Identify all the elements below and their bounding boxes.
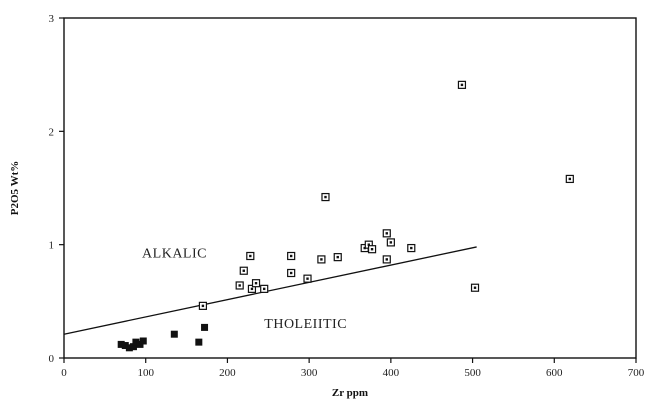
data-point-open-square <box>246 251 255 261</box>
data-point-open-square <box>235 281 244 290</box>
data-point-filled-square <box>132 338 140 346</box>
data-point-open-square <box>367 245 377 254</box>
data-point-open-square <box>407 243 416 253</box>
data-point-open-square <box>260 284 269 293</box>
data-point-filled-square <box>125 344 133 352</box>
y-tick-label: 0 <box>49 353 55 365</box>
region-label-tholeiitic: THOLEIITIC <box>264 317 347 332</box>
data-point-open-square <box>317 255 326 264</box>
data-point-filled-square <box>201 323 209 331</box>
alkalic-tholeiitic-divider-line <box>63 246 477 335</box>
data-point-filled-square <box>170 330 178 338</box>
data-point-open-square <box>457 80 467 89</box>
x-tick-label: 700 <box>628 367 645 379</box>
region-label-alkalic: ALKALIC <box>142 247 207 262</box>
data-point-open-square <box>333 253 342 262</box>
tick-labels: 0 100 200 300 400 500 600 700 0 1 2 3 <box>49 13 645 379</box>
data-point-open-square <box>470 283 480 292</box>
data-point-open-square <box>382 229 391 238</box>
x-tick-label: 100 <box>137 367 154 379</box>
data-point-open-square <box>303 274 312 283</box>
data-point-filled-square <box>129 343 137 351</box>
y-tick-label: 3 <box>49 13 55 25</box>
data-point-open-square <box>386 238 395 247</box>
data-point-filled-square <box>117 340 125 348</box>
data-point-open-square <box>251 279 261 288</box>
x-tick-label: 200 <box>219 367 236 379</box>
x-axis-title: Zr ppm <box>332 387 368 399</box>
data-point-open-square <box>198 301 208 310</box>
plot-frame <box>63 17 637 359</box>
data-point-open-square <box>565 174 574 184</box>
x-tick-label: 600 <box>546 367 563 379</box>
x-tick-label: 500 <box>464 367 481 379</box>
y-tick-label: 1 <box>49 240 55 252</box>
data-point-filled-square <box>195 338 203 346</box>
data-point-open-square <box>382 255 391 264</box>
y-tick-label: 2 <box>49 126 55 138</box>
x-tick-label: 400 <box>383 367 400 379</box>
data-point-open-square <box>287 268 296 278</box>
data-points <box>117 80 574 352</box>
data-point-open-square <box>239 266 248 275</box>
x-tick-label: 0 <box>61 367 67 379</box>
data-point-filled-square <box>139 337 147 345</box>
y-axis-title: P2O5 Wt% <box>9 161 21 216</box>
data-point-open-square <box>287 251 296 261</box>
data-point-filled-square <box>121 342 129 350</box>
x-tick-label: 300 <box>301 367 318 379</box>
axis-ticks <box>59 17 637 363</box>
data-point-open-square <box>321 192 330 202</box>
